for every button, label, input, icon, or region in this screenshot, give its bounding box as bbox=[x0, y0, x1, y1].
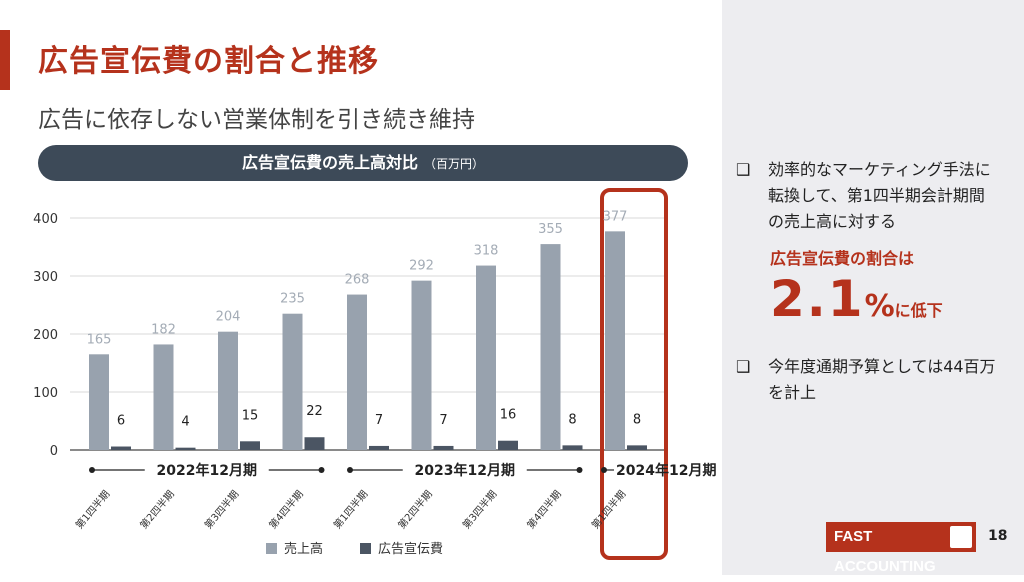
bar-ad-cost bbox=[369, 445, 389, 450]
bar-ad-cost bbox=[433, 445, 454, 450]
group-label-bg bbox=[144, 460, 269, 480]
y-tick-label: 0 bbox=[50, 444, 58, 459]
bar-sales bbox=[347, 294, 367, 450]
legend-label-sales: 売上高 bbox=[284, 541, 323, 557]
chart-unit: （百万円） bbox=[424, 157, 485, 171]
group-label-bg bbox=[402, 460, 527, 480]
title-accent-bar bbox=[0, 30, 10, 90]
page-subtitle: 広告に依存しない営業体制を引き続き維持 bbox=[38, 107, 475, 133]
brand-name: FAST ACCOUNTING bbox=[834, 528, 936, 575]
brand-mark-icon bbox=[950, 526, 972, 548]
group-bracket-dot bbox=[576, 467, 583, 473]
x-tick-label: 第3四半期 bbox=[202, 488, 242, 532]
x-tick-label: 第4四半期 bbox=[266, 488, 306, 532]
data-label-sales: 204 bbox=[216, 310, 241, 325]
bar-ad-cost bbox=[498, 440, 518, 450]
data-label-sales: 182 bbox=[151, 322, 176, 337]
bar-ad-cost bbox=[240, 441, 260, 450]
data-label-sales: 268 bbox=[345, 273, 370, 288]
page-title: 広告宣伝費の割合と推移 bbox=[38, 44, 379, 79]
data-label-ad-cost: 22 bbox=[306, 404, 323, 419]
group-label: 2023年12月期 bbox=[415, 462, 515, 479]
data-label-ad-cost: 8 bbox=[568, 412, 576, 427]
bullet-text-2: 今年度通期予算としては44百万を計上 bbox=[768, 357, 996, 402]
bar-ad-cost bbox=[627, 445, 647, 450]
data-label-ad-cost: 7 bbox=[375, 413, 383, 428]
y-tick-label: 400 bbox=[33, 212, 58, 227]
ratio-low-text: に低下 bbox=[894, 301, 943, 320]
page-number: 18 bbox=[988, 528, 1008, 544]
y-tick-label: 300 bbox=[33, 270, 58, 285]
ratio-number: 2.1 bbox=[770, 270, 865, 328]
bar-chart: 0 100 200 300 400 165 6 第1四半期 182 4 第2四半期 204 15 第3四半… bbox=[33, 188, 716, 560]
group-label: 2022年12月期 bbox=[157, 462, 257, 479]
data-label-sales: 292 bbox=[409, 259, 434, 274]
data-label-ad-cost: 16 bbox=[500, 408, 517, 423]
bar-sales bbox=[605, 231, 625, 450]
legend-swatch-sales bbox=[266, 543, 277, 554]
data-label-ad-cost: 6 bbox=[117, 414, 125, 429]
data-label-ad-cost: 15 bbox=[242, 408, 259, 423]
data-label-ad-cost: 8 bbox=[633, 412, 641, 427]
highlight-frame bbox=[600, 188, 668, 560]
x-tick-label: 第4四半期 bbox=[524, 488, 564, 532]
x-tick-label: 第2四半期 bbox=[137, 488, 177, 532]
bar-sales bbox=[89, 354, 109, 450]
chart-banner: 広告宣伝費の売上高対比 （百万円） bbox=[38, 145, 688, 181]
x-tick-label: 第1四半期 bbox=[331, 488, 371, 532]
group-bracket-dot bbox=[89, 467, 95, 473]
highlight-label: 広告宣伝費の割合は bbox=[770, 249, 915, 268]
group-bracket-dot bbox=[318, 467, 325, 473]
bar-sales bbox=[282, 313, 303, 450]
bar-ad-cost bbox=[111, 446, 131, 450]
group-bracket-dot bbox=[347, 467, 353, 473]
bar-sales bbox=[476, 265, 496, 450]
bar-ad-cost bbox=[304, 437, 325, 450]
x-tick-label: 第2四半期 bbox=[395, 488, 435, 532]
legend-label-ad-cost: 広告宣伝費 bbox=[378, 541, 443, 557]
checkbox-bullet-icon: ❑ bbox=[736, 160, 751, 179]
ratio-value: 2.1%に低下 bbox=[770, 270, 943, 328]
bar-sales bbox=[153, 344, 174, 450]
data-label-ad-cost: 7 bbox=[439, 413, 447, 428]
bar-sales bbox=[411, 280, 432, 450]
group-label: 2024年12月期 bbox=[616, 462, 716, 479]
ratio-percent: % bbox=[864, 289, 895, 324]
bullet-text-1: 効率的なマーケティング手法に転換して、第1四半期会計期間の売上高に対する bbox=[768, 160, 991, 231]
data-label-sales: 235 bbox=[280, 292, 305, 307]
bar-sales bbox=[540, 244, 561, 450]
y-tick-label: 200 bbox=[33, 328, 58, 343]
data-label-ad-cost: 4 bbox=[181, 415, 189, 430]
bar-ad-cost bbox=[175, 447, 196, 450]
x-tick-label: 第1四半期 bbox=[73, 488, 113, 532]
x-tick-label: 第1四半期 bbox=[589, 488, 629, 532]
right-panel bbox=[722, 0, 1024, 575]
y-tick-label: 100 bbox=[33, 386, 58, 401]
checkbox-bullet-icon: ❑ bbox=[736, 357, 751, 376]
legend-swatch-ad-cost bbox=[360, 543, 371, 554]
brand-logo: FAST ACCOUNTING bbox=[826, 522, 976, 575]
data-label-sales: 318 bbox=[474, 244, 499, 259]
data-label-sales: 165 bbox=[87, 332, 112, 347]
data-label-sales: 377 bbox=[603, 209, 628, 224]
data-label-sales: 355 bbox=[538, 222, 563, 237]
x-tick-label: 第3四半期 bbox=[460, 488, 500, 532]
chart-title: 広告宣伝費の売上高対比 bbox=[241, 153, 418, 172]
bar-sales bbox=[218, 331, 238, 450]
bar-ad-cost bbox=[562, 445, 583, 450]
